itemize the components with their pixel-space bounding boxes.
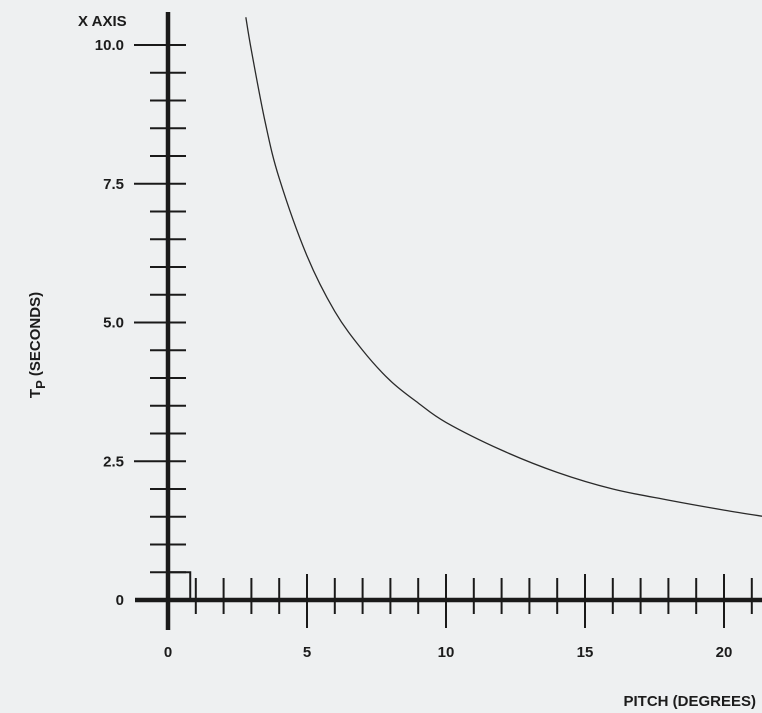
y-axis-title-main: T [27,389,44,398]
y-tick-labels: 0 2.5 5.0 7.5 10.0 [95,37,124,609]
y-tick-label: 2.5 [103,453,124,470]
x-tick-labels: 0 5 10 15 20 [164,644,733,661]
x-tick-label: 5 [303,644,311,661]
x-tick-label: 0 [164,644,172,661]
x-tick-label: 15 [577,644,594,661]
y-tick-label: 10.0 [95,37,124,54]
y-tick-label: 0 [116,592,124,609]
x-axis-title: PITCH (DEGREES) [623,693,756,710]
corner-label: X AXIS [78,13,127,30]
y-axis-title: TP (SECONDS) [27,292,48,398]
y-tick-label: 7.5 [103,176,124,193]
series-curve [245,17,762,517]
minor-ticks [134,44,753,628]
axes [135,12,762,630]
x-tick-label: 10 [438,644,455,661]
y-axis-title-rest: (SECONDS) [27,292,44,380]
y-axis-title-sub: P [33,380,48,389]
origin-notch [168,571,192,600]
x-tick-label: 20 [716,644,733,661]
y-tick-label: 5.0 [103,315,124,332]
